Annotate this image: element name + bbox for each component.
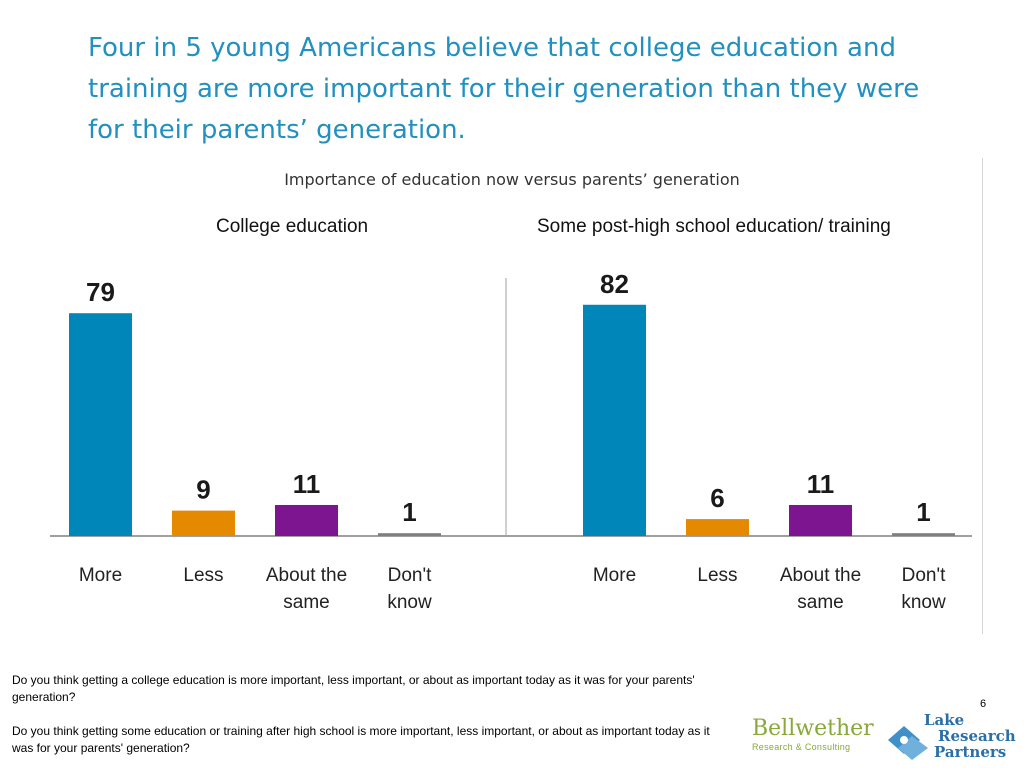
chart-title: Importance of education now versus paren… <box>284 170 740 189</box>
page-number: 6 <box>980 698 987 710</box>
bar-post-high-school-less <box>686 519 749 536</box>
data-label-post-high-school-about-the-same: 11 <box>807 469 835 499</box>
data-label-college-more: 79 <box>86 277 115 307</box>
logo-word-research: Research <box>938 727 1016 745</box>
puzzle-icon <box>888 726 928 760</box>
logo-word-partners: Partners <box>934 743 1007 761</box>
bellwether-logo-tagline: Research & Consulting <box>752 742 851 752</box>
data-label-college-about-the-same: 11 <box>293 469 321 499</box>
tick-label-college-about-the-same: About the same <box>266 565 347 613</box>
bar-post-high-school-more <box>583 304 646 536</box>
bar-post-high-school-about-the-same <box>789 504 852 536</box>
data-label-post-high-school-don-t-know: 1 <box>916 497 930 527</box>
chart-subtitle-college: College education <box>216 216 369 237</box>
bar-post-high-school-don-t-know <box>892 533 955 536</box>
tick-label-post-high-school-less: Less <box>697 565 737 586</box>
bellwether-logo-name: Bellwether <box>752 716 874 741</box>
tick-label-college-more: More <box>79 565 122 586</box>
bar-college-about-the-same <box>275 504 338 536</box>
lake-research-partners-logo: Lake Research Partners <box>884 712 1019 764</box>
page-title: Four in 5 young Americans believe that c… <box>88 33 920 145</box>
chart-subtitle-post-high-school: Some post-high school education/ trainin… <box>537 216 891 237</box>
tick-label-post-high-school-more: More <box>593 565 636 586</box>
lake-research-partners-wordmark: Lake Research Partners <box>924 712 1016 760</box>
data-label-college-less: 9 <box>196 475 210 505</box>
tick-label-college-don-t-know: Don't know <box>387 565 432 613</box>
tick-label-post-high-school-don-t-know: Don't know <box>901 565 946 613</box>
data-label-post-high-school-less: 6 <box>710 483 724 513</box>
tick-label-post-high-school-about-the-same: About the same <box>780 565 861 613</box>
bar-chart: 79 More 9 Less 11 About the same 1 Don't know 82 Mo… <box>50 269 972 613</box>
bar-college-less <box>172 510 235 536</box>
tick-label-college-less: Less <box>183 565 223 586</box>
bellwether-logo: Bellwether Research & Consulting <box>752 716 874 753</box>
footnote-question-training: Do you think getting some education or t… <box>12 724 710 755</box>
footnote-question-college: Do you think getting a college education… <box>12 673 695 704</box>
data-label-post-high-school-more: 82 <box>600 269 629 299</box>
bar-college-don-t-know <box>378 533 441 536</box>
logo-word-lake: Lake <box>924 711 965 729</box>
data-label-college-don-t-know: 1 <box>402 497 416 527</box>
bar-college-more <box>69 313 132 536</box>
chart-right-border <box>982 158 983 634</box>
